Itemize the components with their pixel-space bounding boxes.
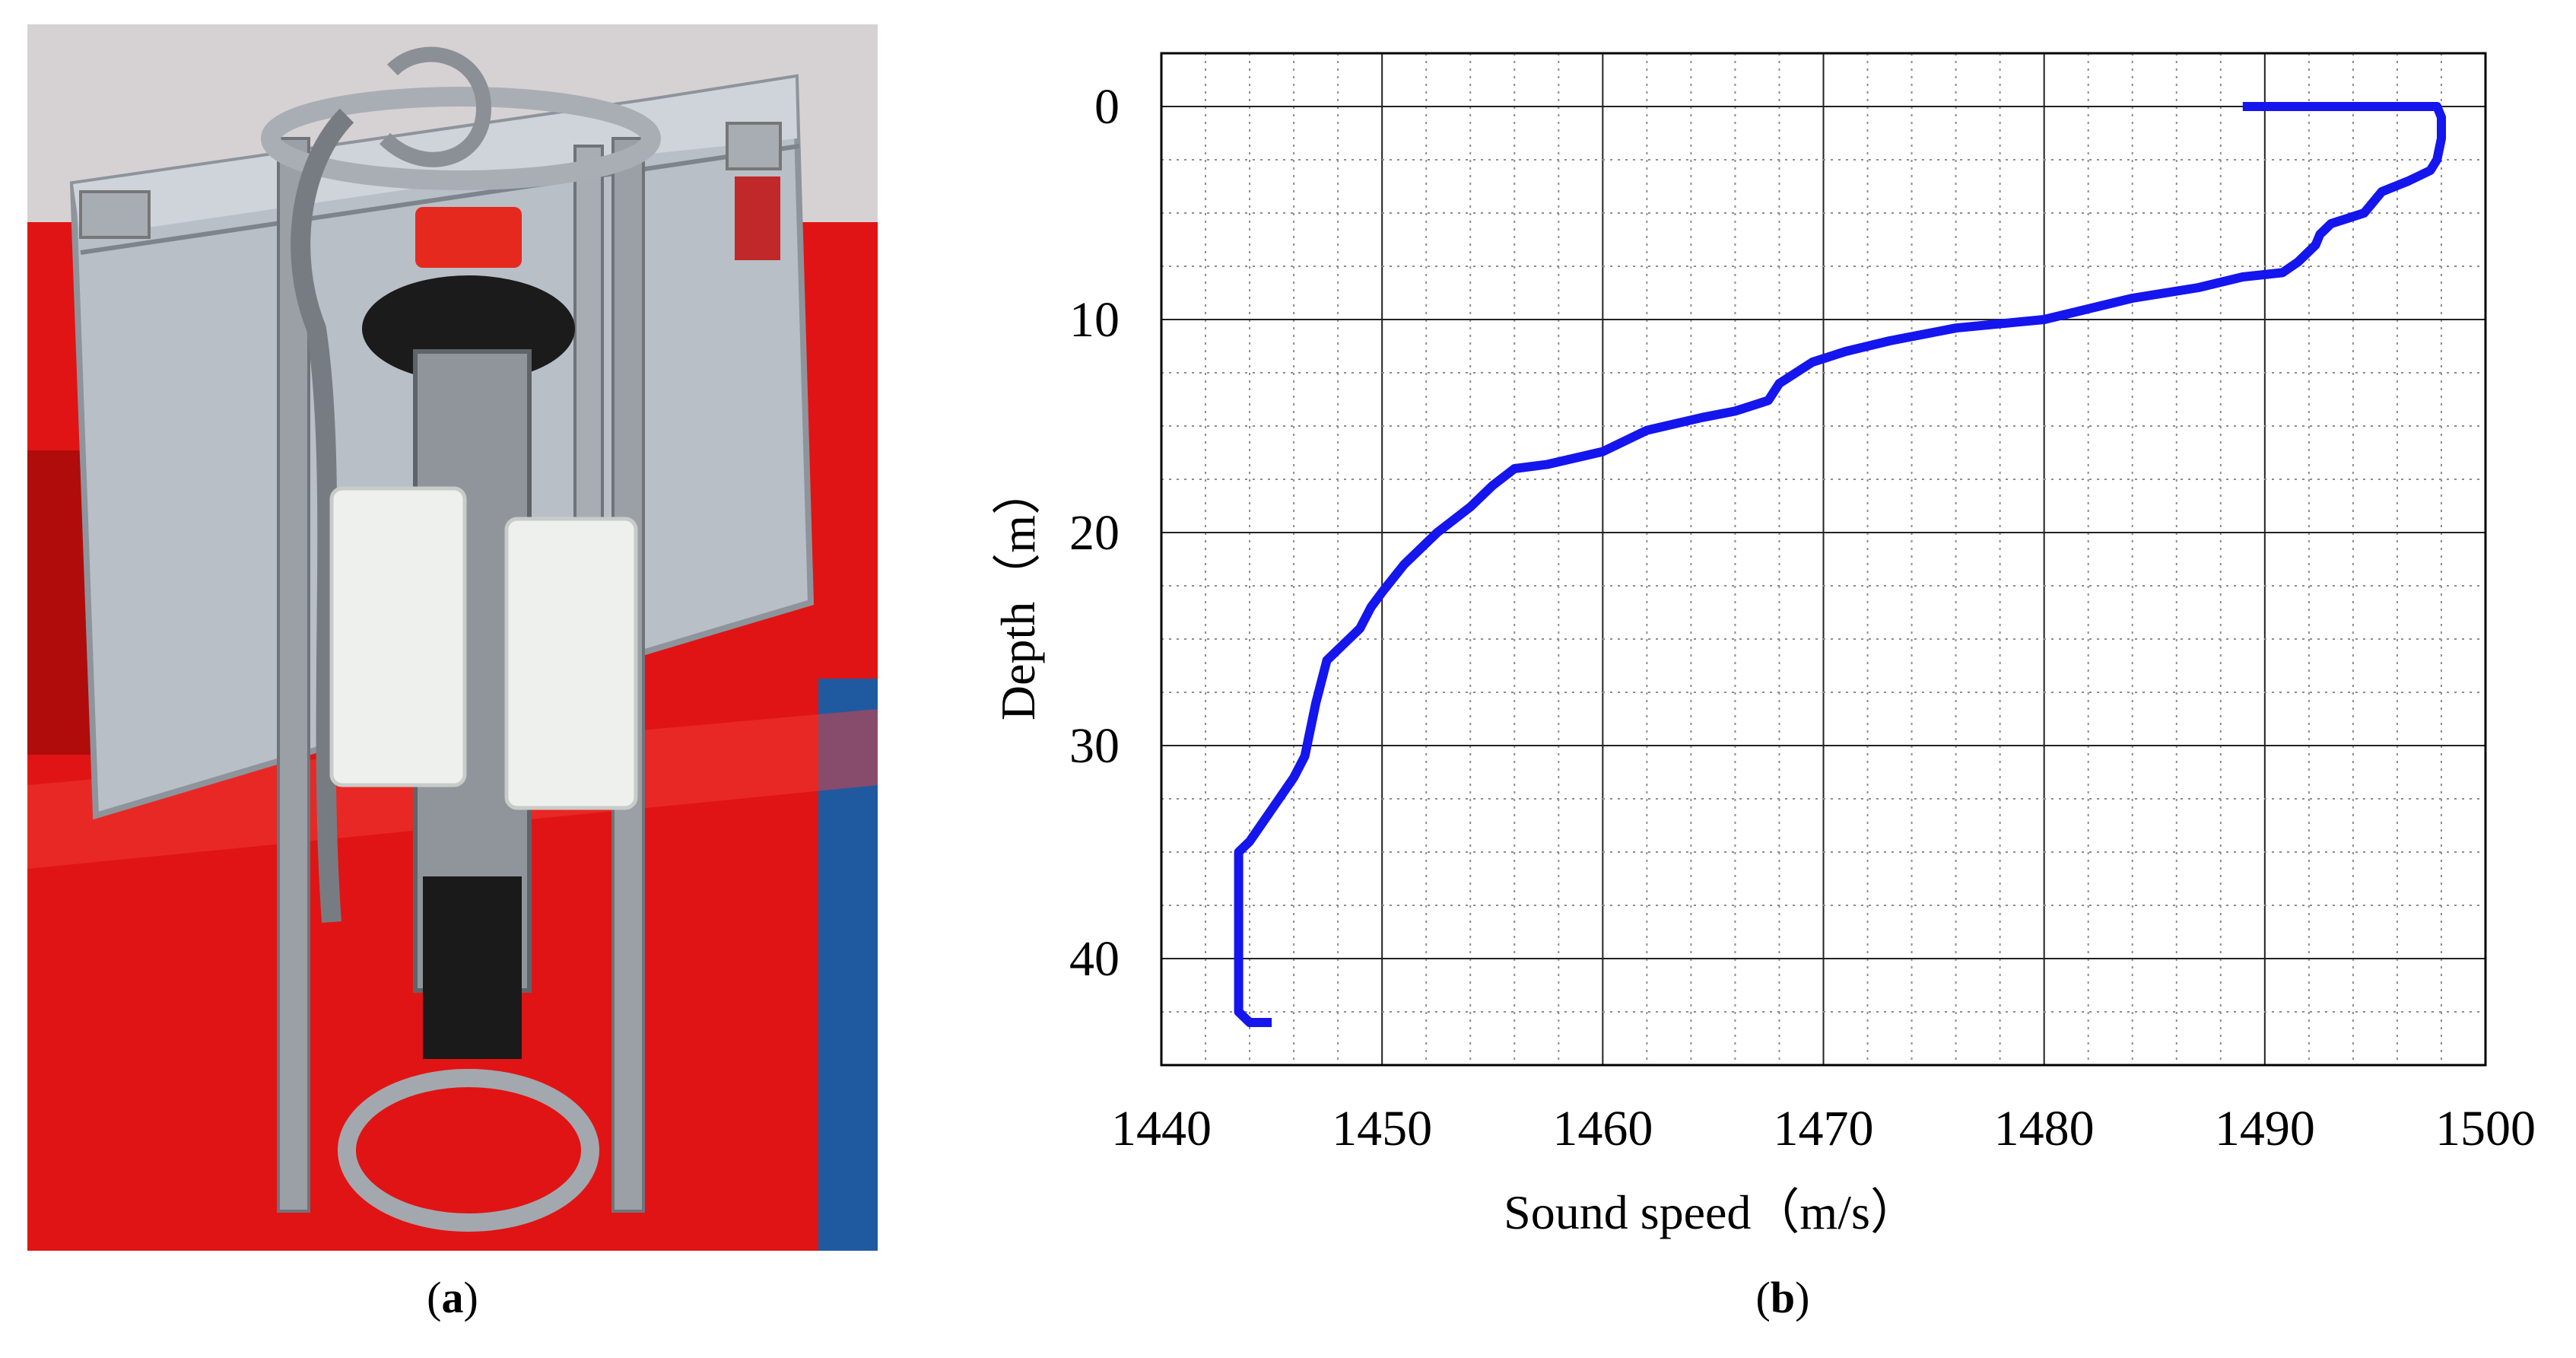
case-seam bbox=[80, 144, 800, 255]
x-tick-label: 1480 bbox=[1994, 1101, 2095, 1156]
case-latch-right bbox=[726, 122, 782, 170]
sound-speed-profile-chart: 1440 1450 1460 1470 1480 1490 1500 0 10 20 30 40 S… bbox=[991, 52, 2536, 1239]
x-tick-label: 1490 bbox=[2215, 1101, 2315, 1156]
case-latch-left bbox=[79, 190, 151, 239]
y-axis-label: Depth（m） bbox=[991, 466, 1045, 720]
y-tick-label: 30 bbox=[1069, 718, 1120, 774]
x-tick-label: 1460 bbox=[1552, 1101, 1653, 1156]
x-tick-label: 1500 bbox=[2435, 1101, 2536, 1156]
y-axis-ticks: 0 10 20 30 40 bbox=[1069, 79, 1120, 987]
y-tick-label: 0 bbox=[1094, 79, 1120, 135]
panel-b-caption: (b) bbox=[1755, 1273, 1810, 1322]
probe-red-cap bbox=[415, 207, 522, 268]
chart-grid bbox=[1161, 53, 2485, 1065]
photo-sound-velocity-profiler bbox=[27, 24, 878, 1251]
lifting-cable bbox=[291, 108, 354, 923]
x-axis-label: Sound speed（m/s） bbox=[1504, 1185, 1919, 1239]
x-tick-label: 1440 bbox=[1111, 1101, 1212, 1156]
plot-frame bbox=[1160, 52, 2487, 1067]
float-left bbox=[329, 486, 467, 787]
bottom-ring bbox=[338, 1069, 599, 1232]
probe-sensor-head bbox=[423, 876, 522, 1059]
x-tick-label: 1470 bbox=[1774, 1101, 1874, 1156]
x-tick-label: 1450 bbox=[1332, 1101, 1432, 1156]
panel-a-caption: (a) bbox=[427, 1273, 478, 1322]
y-tick-label: 10 bbox=[1069, 292, 1120, 348]
y-tick-label: 40 bbox=[1069, 931, 1120, 987]
y-tick-label: 20 bbox=[1069, 505, 1120, 561]
top-ring bbox=[261, 87, 661, 190]
shackle bbox=[379, 46, 492, 167]
probe-photo-illustration bbox=[27, 24, 878, 1251]
sound-speed-curve bbox=[1234, 102, 2446, 1027]
x-axis-ticks: 1440 1450 1460 1470 1480 1490 1500 bbox=[1111, 1101, 2536, 1156]
case-label bbox=[735, 177, 780, 260]
float-right bbox=[504, 517, 638, 810]
